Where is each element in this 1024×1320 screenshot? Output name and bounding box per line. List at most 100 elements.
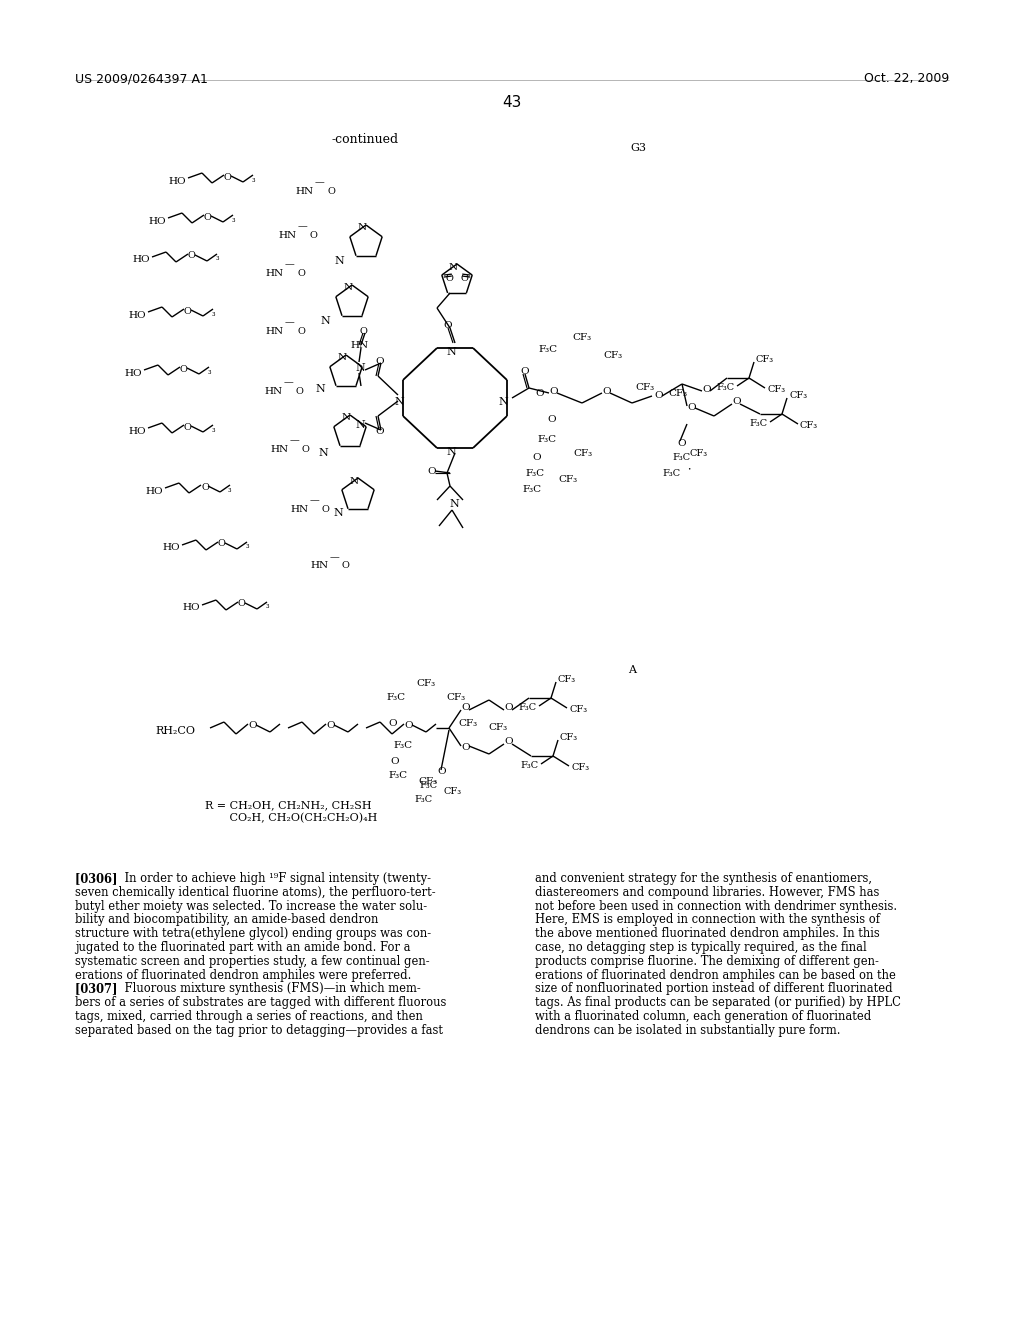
Text: N: N [449, 263, 458, 272]
Text: CF₃: CF₃ [790, 392, 807, 400]
Text: N: N [334, 256, 344, 267]
Text: Oct. 22, 2009: Oct. 22, 2009 [864, 73, 949, 84]
Text: CF₃: CF₃ [756, 355, 774, 364]
Text: O: O [460, 273, 468, 282]
Text: HN: HN [265, 268, 283, 277]
Text: N: N [321, 315, 330, 326]
Text: ₃: ₃ [251, 174, 255, 183]
Text: CF₃: CF₃ [444, 788, 462, 796]
Text: CF₃: CF₃ [603, 351, 623, 359]
Text: CF₃: CF₃ [416, 680, 435, 689]
Text: F₃C: F₃C [419, 781, 437, 791]
Text: O: O [326, 722, 335, 730]
Text: structure with tetra(ethylene glycol) ending groups was con-: structure with tetra(ethylene glycol) en… [75, 927, 431, 940]
Text: HN: HN [264, 387, 283, 396]
Text: US 2009/0264397 A1: US 2009/0264397 A1 [75, 73, 208, 84]
Text: erations of fluorinated dendron amphiles can be based on the: erations of fluorinated dendron amphiles… [535, 969, 896, 982]
Text: O: O [248, 722, 257, 730]
Text: HO: HO [168, 177, 186, 186]
Text: HO: HO [148, 216, 166, 226]
Text: O: O [443, 322, 452, 330]
Text: O: O [547, 416, 556, 425]
Text: [0306]: [0306] [75, 873, 129, 884]
Text: HN: HN [265, 326, 283, 335]
Text: HO: HO [128, 426, 146, 436]
Text: O: O [687, 404, 695, 412]
Text: F₃C: F₃C [537, 436, 556, 445]
Text: O: O [375, 428, 384, 437]
Text: O: O [461, 743, 470, 752]
Text: Fluorous mixture synthesis (FMS)—in which mem-: Fluorous mixture synthesis (FMS)—in whic… [113, 982, 421, 995]
Text: —: — [284, 379, 294, 388]
Text: dendrons can be isolated in substantially pure form.: dendrons can be isolated in substantiall… [535, 1024, 841, 1036]
Text: ₃: ₃ [228, 484, 231, 494]
Text: O: O [180, 364, 187, 374]
Text: O: O [297, 268, 305, 277]
Text: O: O [427, 467, 435, 477]
Text: O: O [702, 384, 711, 393]
Text: N: N [355, 420, 365, 430]
Text: HN: HN [350, 341, 368, 350]
Text: CF₃: CF₃ [573, 449, 592, 458]
Text: N: N [355, 363, 365, 374]
Text: O: O [375, 356, 384, 366]
Text: N: N [498, 397, 508, 407]
Text: O: O [297, 326, 305, 335]
Text: CF₃: CF₃ [558, 475, 578, 484]
Text: ₃: ₃ [265, 602, 268, 610]
Text: HO: HO [132, 256, 150, 264]
Text: CF₃: CF₃ [690, 450, 709, 458]
Text: O: O [342, 561, 350, 570]
Text: case, no detagging step is typically required, as the final: case, no detagging step is typically req… [535, 941, 866, 954]
Text: O: O [184, 306, 191, 315]
Text: O: O [549, 387, 558, 396]
Text: erations of fluorinated dendron amphiles were preferred.: erations of fluorinated dendron amphiles… [75, 969, 412, 982]
Text: Here, EMS is employed in connection with the synthesis of: Here, EMS is employed in connection with… [535, 913, 880, 927]
Text: seven chemically identical fluorine atoms), the perfluoro-tert-: seven chemically identical fluorine atom… [75, 886, 435, 899]
Text: F₃C: F₃C [522, 486, 541, 495]
Text: O: O [437, 767, 445, 776]
Text: CO₂H, CH₂O(CH₂CH₂O)₄H: CO₂H, CH₂O(CH₂CH₂O)₄H [205, 813, 378, 824]
Text: —: — [315, 178, 325, 187]
Text: —: — [298, 223, 308, 231]
Text: jugated to the fluorinated part with an amide bond. For a: jugated to the fluorinated part with an … [75, 941, 411, 954]
Text: ₃: ₃ [211, 309, 215, 318]
Text: G3: G3 [630, 143, 646, 153]
Text: butyl ether moiety was selected. To increase the water solu-: butyl ether moiety was selected. To incr… [75, 900, 427, 912]
Text: CF₃: CF₃ [458, 718, 477, 727]
Text: —: — [285, 318, 295, 327]
Text: HN: HN [290, 504, 308, 513]
Text: with a fluorinated column, each generation of fluorinated: with a fluorinated column, each generati… [535, 1010, 871, 1023]
Text: F₃C: F₃C [672, 454, 690, 462]
Text: O: O [732, 397, 740, 407]
Text: HO: HO [163, 544, 180, 553]
Text: F₃C: F₃C [525, 469, 544, 478]
Text: HN: HN [270, 445, 288, 454]
Text: size of nonfluorinated portion instead of different fluorinated: size of nonfluorinated portion instead o… [535, 982, 893, 995]
Text: O: O [390, 758, 398, 767]
Text: O: O [327, 186, 335, 195]
Text: R = CH₂OH, CH₂NH₂, CH₂SH: R = CH₂OH, CH₂NH₂, CH₂SH [205, 800, 372, 810]
Text: N: N [333, 508, 343, 517]
Text: tags, mixed, carried through a series of reactions, and then: tags, mixed, carried through a series of… [75, 1010, 423, 1023]
Text: 43: 43 [503, 95, 521, 110]
Text: CF₃: CF₃ [767, 385, 785, 395]
Text: O: O [602, 387, 610, 396]
Text: N: N [449, 499, 459, 510]
Text: products comprise fluorine. The demixing of different gen-: products comprise fluorine. The demixing… [535, 954, 879, 968]
Text: O: O [504, 704, 513, 713]
Text: bers of a series of substrates are tagged with different fluorous: bers of a series of substrates are tagge… [75, 997, 446, 1010]
Text: N: N [338, 354, 346, 363]
Text: HN: HN [310, 561, 328, 570]
Text: bility and biocompatibility, an amide-based dendron: bility and biocompatibility, an amide-ba… [75, 913, 379, 927]
Text: HN: HN [295, 186, 313, 195]
Text: F₃C: F₃C [414, 796, 432, 804]
Text: HO: HO [182, 603, 200, 612]
Text: F₃C: F₃C [393, 741, 412, 750]
Text: O: O [535, 388, 544, 397]
Text: tags. As final products can be separated (or purified) by HPLC: tags. As final products can be separated… [535, 997, 901, 1010]
Text: N: N [446, 347, 456, 356]
Text: CF₃: CF₃ [558, 676, 577, 685]
Text: O: O [404, 722, 413, 730]
Text: O: O [184, 422, 191, 432]
